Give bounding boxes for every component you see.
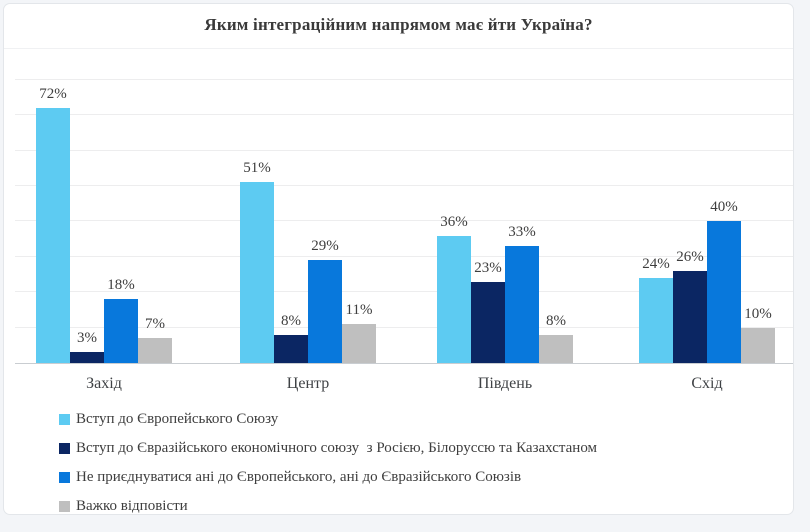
chart-title: Яким інтеграційним напрямом має йти Укра… [204, 15, 593, 34]
legend-item: Вступ до Європейського Союзу [59, 409, 597, 429]
bar [70, 352, 104, 363]
bar [104, 299, 138, 363]
bar-value-label: 8% [546, 313, 566, 329]
bar [342, 324, 376, 363]
bar-value-label: 51% [243, 160, 271, 176]
bar-value-label: 23% [474, 260, 502, 276]
bar-column: 3% [70, 64, 104, 363]
x-axis-label: Захід [86, 375, 122, 392]
bar-value-label: 33% [508, 224, 536, 240]
legend-item: Вступ до Євразійського економічного союз… [59, 438, 597, 458]
gridline [15, 327, 793, 328]
gridline [15, 150, 793, 151]
bar-column: 36% [437, 64, 471, 363]
bar-column: 10% [741, 64, 775, 363]
bar-column: 72% [36, 64, 70, 363]
legend-swatch-icon [59, 471, 70, 483]
gridline [15, 220, 793, 221]
plot-area: 72% 3% 18% 7% Захід 51% 8% 29% 11% Центр 36% 23% 33%… [15, 64, 793, 392]
bar-column: 26% [673, 64, 707, 363]
bar [36, 108, 70, 363]
bar-value-label: 7% [145, 316, 165, 332]
bar-column: 23% [471, 64, 505, 363]
bar [639, 278, 673, 363]
bar-value-label: 29% [311, 238, 339, 254]
legend: Вступ до Європейського Союзу Вступ до Євр… [59, 409, 597, 525]
bar-column: 33% [505, 64, 539, 363]
legend-label: Не приєднуватися ані до Європейського, а… [76, 468, 522, 485]
bar [138, 338, 172, 363]
bar-value-label: 10% [744, 306, 772, 322]
bar-column: 51% [240, 64, 274, 363]
bar-value-label: 24% [642, 256, 670, 272]
legend-swatch-icon [59, 500, 70, 512]
gridline [15, 291, 793, 292]
x-axis-label: Південь [477, 375, 533, 392]
gridline [15, 79, 793, 80]
bar-value-label: 11% [345, 302, 373, 318]
bar-value-label: 26% [676, 249, 704, 265]
x-axis-label: Схід [691, 375, 723, 392]
gridline [15, 256, 793, 257]
bar [505, 246, 539, 363]
bar [308, 260, 342, 363]
bar [471, 282, 505, 363]
bar-column: 8% [539, 64, 573, 363]
gridline [15, 114, 793, 115]
bar [437, 236, 471, 363]
bar-value-label: 3% [77, 330, 97, 346]
bar-column: 11% [342, 64, 376, 363]
legend-item: Не приєднуватися ані до Європейського, а… [59, 467, 597, 487]
bar-column: 18% [104, 64, 138, 363]
chart-panel: Яким інтеграційним напрямом має йти Укра… [3, 3, 794, 515]
bar [673, 271, 707, 363]
bar [274, 335, 308, 363]
bar [539, 335, 573, 363]
bar-value-label: 8% [281, 313, 301, 329]
bar-column: 29% [308, 64, 342, 363]
legend-item: Важко відповісти [59, 496, 597, 516]
legend-swatch-icon [59, 442, 70, 454]
x-axis-label: Центр [286, 375, 330, 392]
title-divider [4, 48, 793, 49]
bar [741, 328, 775, 363]
bar-value-label: 40% [710, 199, 738, 215]
bar-column: 24% [639, 64, 673, 363]
gridline [15, 185, 793, 186]
legend-label: Вступ до Євразійського економічного союз… [76, 439, 598, 456]
legend-label: Вступ до Європейського Союзу [76, 410, 279, 427]
bar-column: 40% [707, 64, 741, 363]
bar-value-label: 72% [39, 86, 67, 102]
bar-value-label: 36% [440, 214, 468, 230]
bar-column: 8% [274, 64, 308, 363]
bar-value-label: 18% [107, 277, 135, 293]
bar-column: 7% [138, 64, 172, 363]
bar [240, 182, 274, 363]
bar [707, 221, 741, 363]
legend-swatch-icon [59, 413, 70, 425]
legend-label: Важко відповісти [76, 497, 188, 514]
